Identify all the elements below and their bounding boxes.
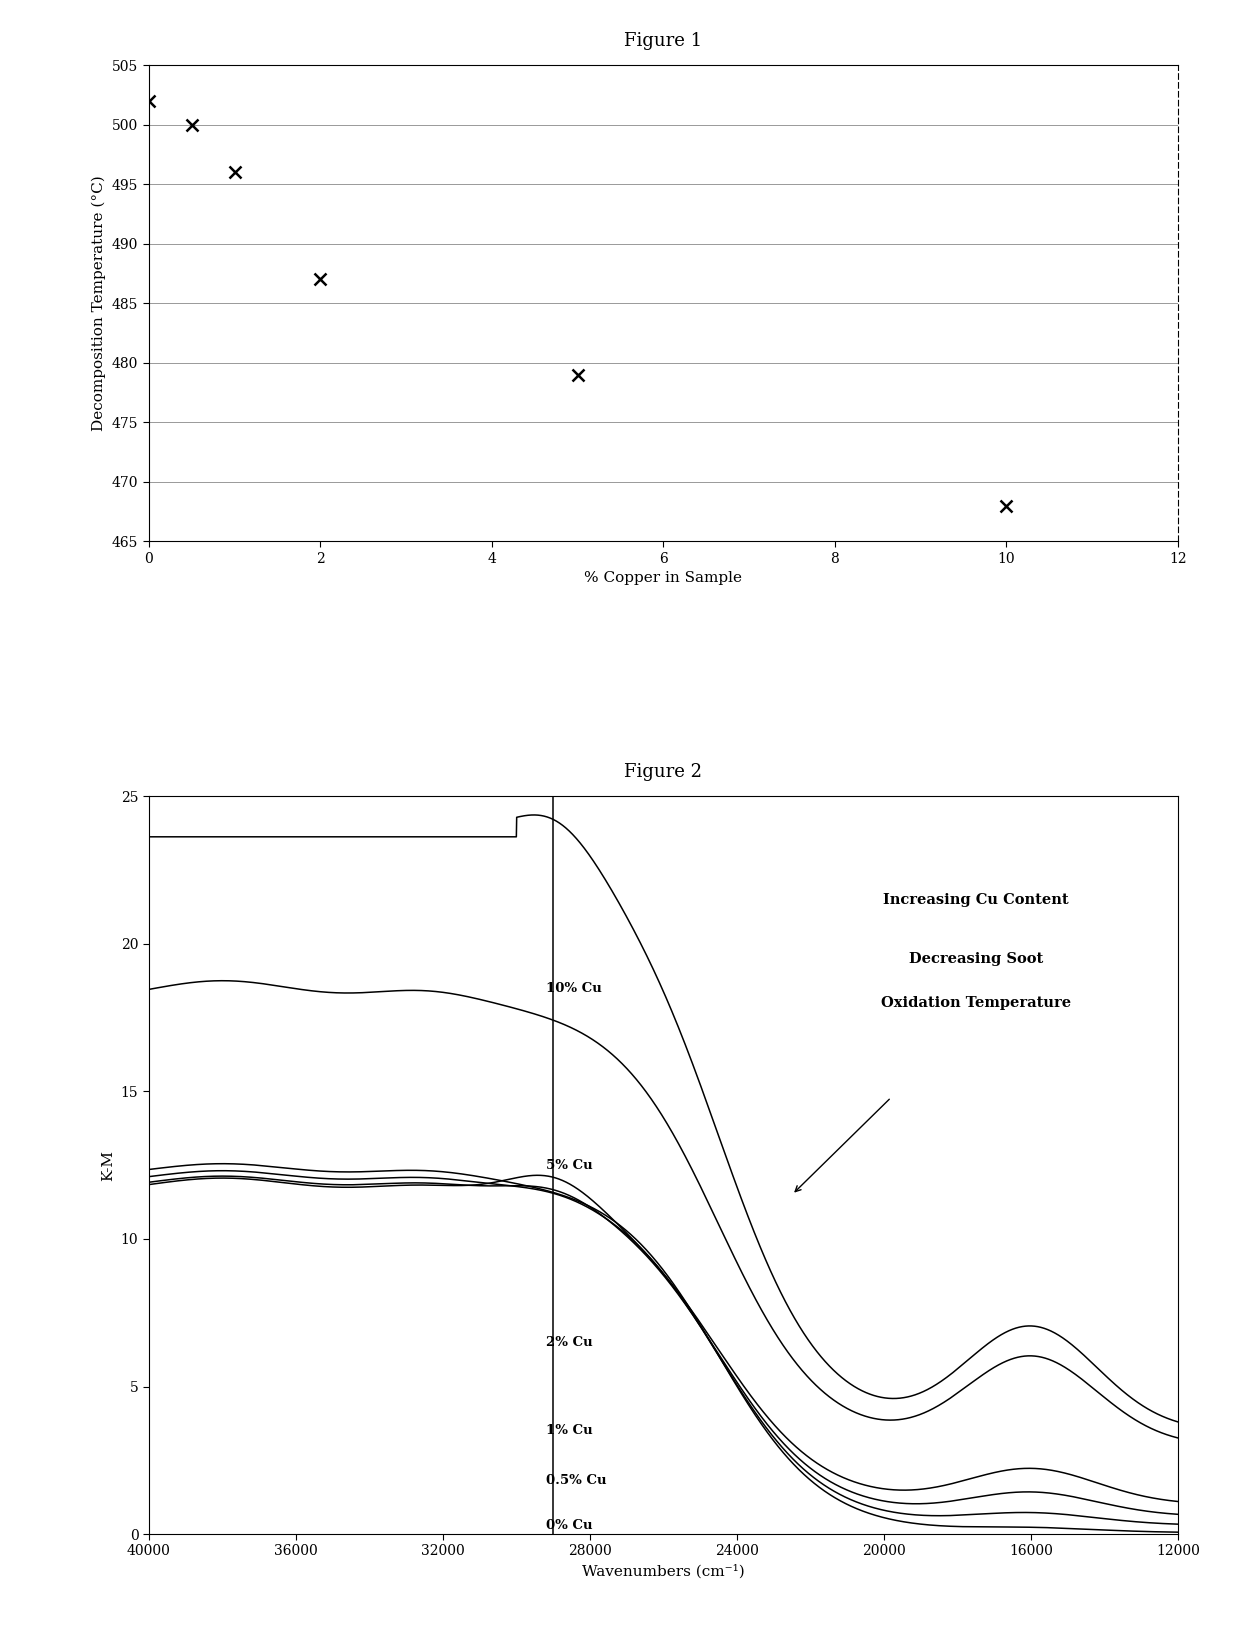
X-axis label: Wavenumbers (cm⁻¹): Wavenumbers (cm⁻¹) (582, 1563, 745, 1578)
Title: Figure 2: Figure 2 (625, 762, 702, 780)
Text: Increasing Cu Content: Increasing Cu Content (883, 893, 1069, 906)
Text: Decreasing Soot: Decreasing Soot (909, 951, 1043, 966)
Text: Oxidation Temperature: Oxidation Temperature (880, 996, 1071, 1010)
Text: 10% Cu: 10% Cu (546, 981, 601, 994)
Text: 0% Cu: 0% Cu (546, 1519, 593, 1532)
Text: 0.5% Cu: 0.5% Cu (546, 1474, 606, 1487)
Text: 1% Cu: 1% Cu (546, 1425, 593, 1438)
Text: 2% Cu: 2% Cu (546, 1335, 593, 1348)
X-axis label: % Copper in Sample: % Copper in Sample (584, 571, 743, 586)
Y-axis label: Decomposition Temperature (°C): Decomposition Temperature (°C) (92, 175, 107, 431)
Title: Figure 1: Figure 1 (624, 33, 703, 51)
Text: 5% Cu: 5% Cu (546, 1159, 593, 1172)
Y-axis label: K-M: K-M (102, 1149, 115, 1180)
